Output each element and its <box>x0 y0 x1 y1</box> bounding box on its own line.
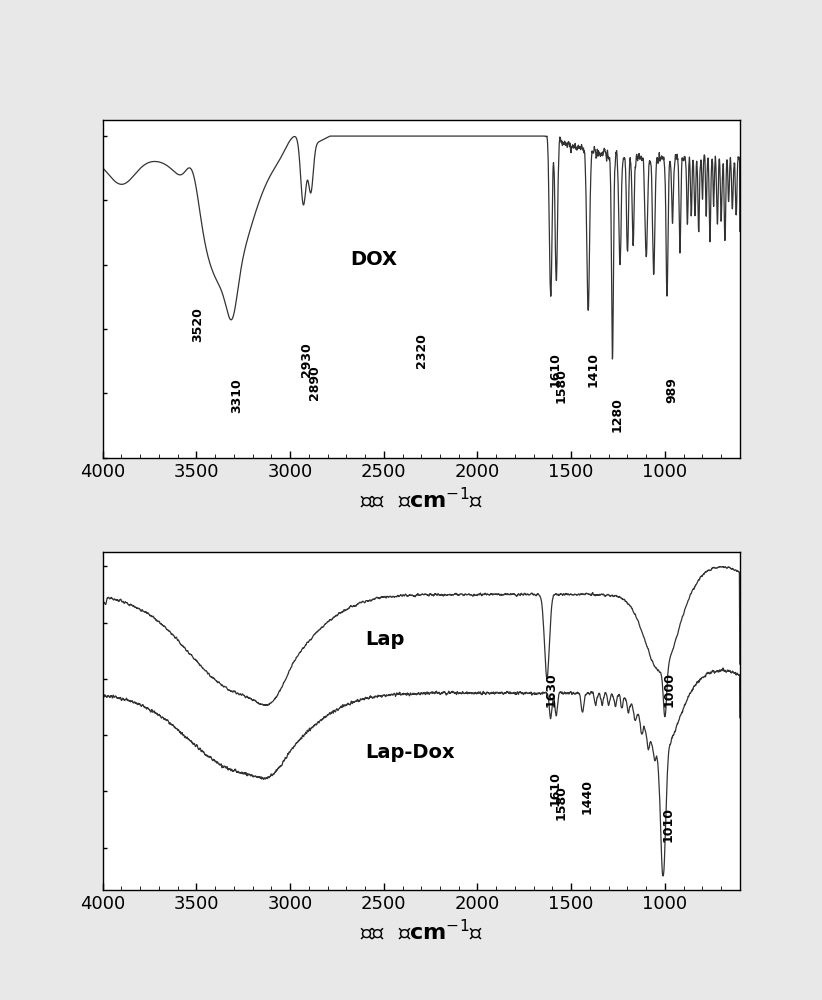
Text: 1440: 1440 <box>580 779 593 814</box>
Text: 3310: 3310 <box>230 378 243 413</box>
Text: 1610: 1610 <box>548 771 561 806</box>
Text: 1580: 1580 <box>554 368 567 403</box>
Text: 1000: 1000 <box>663 672 676 707</box>
Text: 1610: 1610 <box>548 352 561 387</box>
Text: 989: 989 <box>665 377 678 403</box>
Text: 1410: 1410 <box>586 352 599 387</box>
Text: Lap: Lap <box>365 630 404 649</box>
X-axis label: 波数  （cm$^{-1}$）: 波数 （cm$^{-1}$） <box>360 918 483 944</box>
Text: Lap-Dox: Lap-Dox <box>365 743 455 762</box>
Text: DOX: DOX <box>350 250 397 269</box>
Text: 1280: 1280 <box>611 397 624 432</box>
Text: 2890: 2890 <box>308 365 321 400</box>
Text: 2930: 2930 <box>300 343 313 377</box>
Text: 1580: 1580 <box>554 785 567 820</box>
Text: 1630: 1630 <box>545 672 558 707</box>
Text: 2320: 2320 <box>415 333 428 368</box>
Text: 1010: 1010 <box>661 807 674 842</box>
Text: 3520: 3520 <box>192 307 204 342</box>
X-axis label: 波数  （cm$^{-1}$）: 波数 （cm$^{-1}$） <box>360 486 483 511</box>
